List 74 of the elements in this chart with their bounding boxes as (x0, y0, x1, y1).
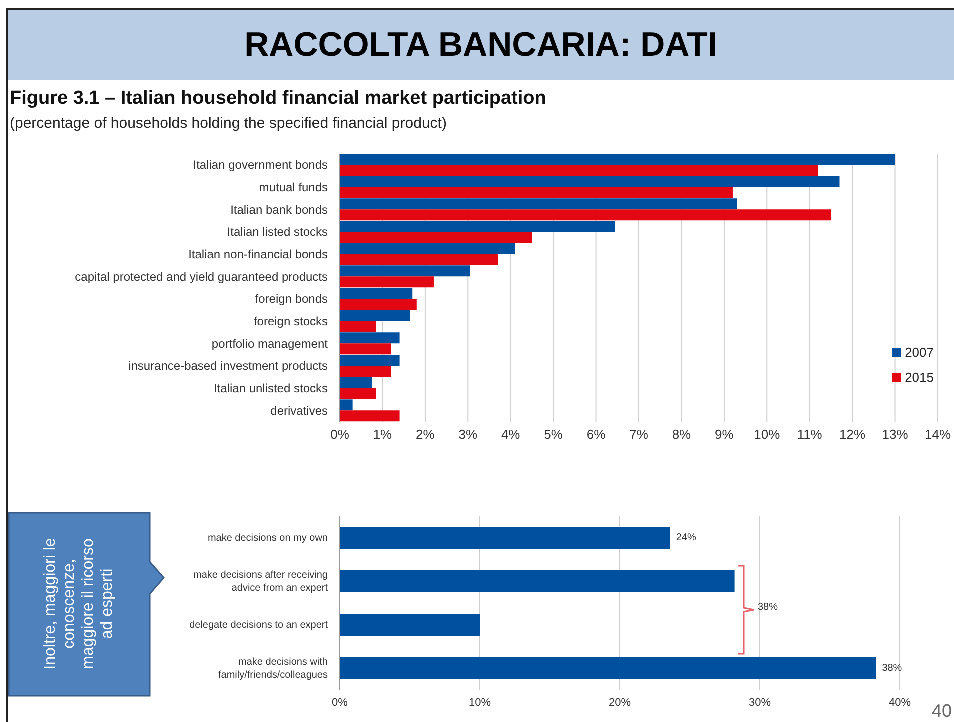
y-tick-label: delegate decisions to an expert (190, 619, 328, 630)
bar (340, 221, 616, 232)
x-tick-label: 0% (330, 427, 350, 442)
bar (340, 243, 516, 254)
x-tick-label: 4% (501, 427, 521, 442)
bar (340, 388, 376, 400)
bar (340, 254, 498, 266)
x-tick-label: 1% (373, 427, 393, 442)
x-tick-label: 12% (840, 427, 866, 442)
bar (340, 366, 392, 377)
bar (340, 288, 413, 299)
x-tick-label: 20% (608, 696, 632, 709)
bar (340, 400, 353, 411)
y-tick-label: foreign bonds (255, 292, 328, 306)
bar (340, 570, 735, 592)
bar (340, 321, 376, 332)
x-tick-label: 14% (924, 427, 952, 442)
bar (340, 299, 417, 310)
bar (340, 165, 818, 176)
annotation: 38% (758, 602, 778, 613)
bar (340, 658, 876, 680)
bar (340, 210, 832, 221)
x-tick-label: 6% (586, 427, 606, 442)
y-tick-label: Italian government bonds (193, 158, 328, 172)
y-tick-label: derivatives (270, 404, 328, 418)
x-tick-label: 11% (797, 427, 823, 442)
y-tick-label: Italian non-financial bonds (188, 248, 328, 262)
bar (340, 377, 372, 388)
x-tick-label: 13% (882, 427, 909, 442)
bar (340, 154, 896, 165)
x-tick-label: 10% (754, 427, 781, 442)
bar (340, 187, 733, 198)
data-label: 24% (676, 532, 697, 544)
y-tick-label: Italian bank bonds (230, 202, 328, 217)
bar (340, 232, 532, 243)
bar (340, 310, 410, 322)
bar (340, 614, 480, 636)
bar (340, 355, 400, 366)
x-tick-label: 8% (672, 427, 692, 442)
chart-title: Figure 3.1 – Italian household financial market participation (10, 88, 548, 110)
x-tick-label: 30% (748, 696, 772, 709)
bar (340, 198, 738, 210)
y-tick-label: portfolio management (212, 336, 329, 351)
bar (340, 276, 434, 288)
text: RACCOLTA BANCARIA: DATI (244, 26, 718, 64)
x-tick-label: 40% (888, 696, 912, 709)
bar (340, 176, 840, 188)
y-tick-label: make decisions on my own (208, 532, 328, 544)
bar (340, 527, 670, 549)
chart-subtitle: (percentage of households holding the specified financial product) (10, 115, 448, 132)
x-tick-label: 5% (544, 427, 564, 442)
x-tick-label: 2% (416, 427, 436, 442)
y-tick-label: make decisions with family/friends/colleagues (218, 656, 328, 680)
y-tick-label: insurance-based investment products (128, 359, 328, 374)
y-tick-label: Italian listed stocks (227, 225, 328, 240)
legend-label: 2015 (905, 370, 934, 384)
y-tick-label: capital protected and yield guaranteed products (75, 270, 328, 284)
x-tick-label: 9% (715, 427, 734, 442)
legend-label: 2007 (905, 344, 934, 360)
data-label: 38% (882, 663, 902, 674)
bar (340, 344, 392, 355)
text: Inoltre, maggiori le conoscenze, maggiore il ricorso ad esperti (41, 537, 117, 672)
y-tick-label: make decisions after receiving advice from an expert (193, 569, 328, 594)
x-tick-label: 10% (468, 696, 492, 709)
text: 40 (932, 701, 952, 722)
x-tick-label: 7% (630, 427, 649, 442)
y-tick-label: mutual funds (259, 180, 328, 194)
bar (340, 266, 470, 277)
bar (340, 410, 400, 422)
x-tick-label: 0% (332, 696, 348, 709)
x-tick-label: 3% (458, 427, 478, 442)
bar (340, 332, 400, 344)
y-tick-label: foreign stocks (254, 314, 328, 328)
y-tick-label: Italian unlisted stocks (214, 382, 328, 396)
